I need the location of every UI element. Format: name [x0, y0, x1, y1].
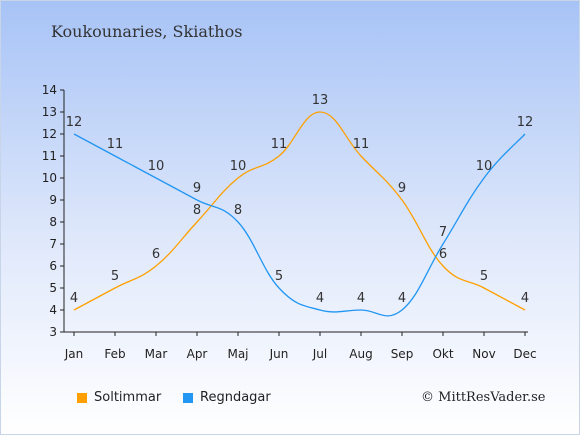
rain-days-label: 8 [234, 203, 242, 218]
y-tick-label: 6 [49, 259, 57, 273]
x-tick-label: Sep [391, 347, 414, 361]
location-title: Koukounaries, Skiathos [51, 22, 243, 41]
sun-hours-label: 11 [353, 137, 370, 152]
x-tick-label: Jan [64, 347, 84, 361]
sun-hours-label: 4 [70, 291, 78, 306]
sun-hours-label: 8 [193, 203, 201, 218]
y-tick-label: 5 [49, 281, 57, 295]
y-tick-label: 7 [49, 237, 57, 251]
sun-hours-label: 6 [152, 247, 160, 262]
series-lines [73, 111, 526, 317]
rain-days-label: 12 [66, 115, 83, 130]
sun-hours-line [73, 111, 526, 311]
sun-hours-label: 5 [111, 269, 119, 284]
legend-item-sun: Soltimmar [77, 390, 161, 405]
rain-days-label: 7 [439, 225, 447, 240]
rain-days-label: 4 [357, 291, 365, 306]
credit-text: © MittResVader.se [421, 390, 546, 405]
x-tick-label: Feb [104, 347, 125, 361]
sun-hours-label: 5 [480, 269, 488, 284]
y-tick-label: 11 [42, 149, 57, 163]
sun-hours-label: 9 [398, 181, 406, 196]
rain-days-label: 10 [476, 159, 493, 174]
rain-days-label: 4 [316, 291, 324, 306]
x-tick-label: Aug [349, 347, 372, 361]
rain-days-label: 11 [107, 137, 124, 152]
y-tick-label: 3 [49, 325, 57, 339]
y-tick-label: 14 [42, 83, 57, 97]
x-tick-label: Apr [187, 347, 208, 361]
y-tick-label: 8 [49, 215, 57, 229]
data-labels: 4 5 6 8 10 11 13 11 9 6 5 4 12 11 10 9 8 5 4 4 4 7 10 12 [66, 93, 534, 306]
sun-hours-label: 6 [439, 247, 447, 262]
y-tick-label: 12 [42, 127, 57, 141]
sun-hours-label: 10 [230, 159, 247, 174]
x-tick-label: Jul [312, 347, 327, 361]
sun-swatch-icon [77, 392, 87, 403]
rain-days-label: 5 [275, 269, 283, 284]
rain-days-label: 12 [517, 115, 534, 130]
x-tick-label: Okt [432, 347, 453, 361]
legend-label-rain: Regndagar [200, 390, 271, 405]
legend-item-rain: Regndagar [183, 390, 271, 405]
x-tick-label: Maj [227, 347, 248, 361]
rain-days-label: 10 [148, 159, 165, 174]
x-tick-label: Jun [269, 347, 289, 361]
legend-label-sun: Soltimmar [94, 390, 162, 405]
x-tick-label: Mar [145, 347, 168, 361]
sun-hours-label: 4 [521, 291, 529, 306]
sun-hours-label: 13 [312, 93, 329, 108]
rain-days-line [73, 133, 526, 317]
x-tick-label: Nov [472, 347, 495, 361]
rain-days-label: 9 [193, 181, 201, 196]
sun-hours-label: 11 [271, 137, 288, 152]
y-tick-label: 9 [49, 193, 57, 207]
y-tick-label: 4 [49, 303, 57, 317]
y-tick-label: 13 [42, 105, 57, 119]
x-tick-label: Dec [513, 347, 536, 361]
rain-swatch-icon [183, 392, 193, 403]
rain-days-label: 4 [398, 291, 406, 306]
y-tick-label: 10 [42, 171, 57, 185]
